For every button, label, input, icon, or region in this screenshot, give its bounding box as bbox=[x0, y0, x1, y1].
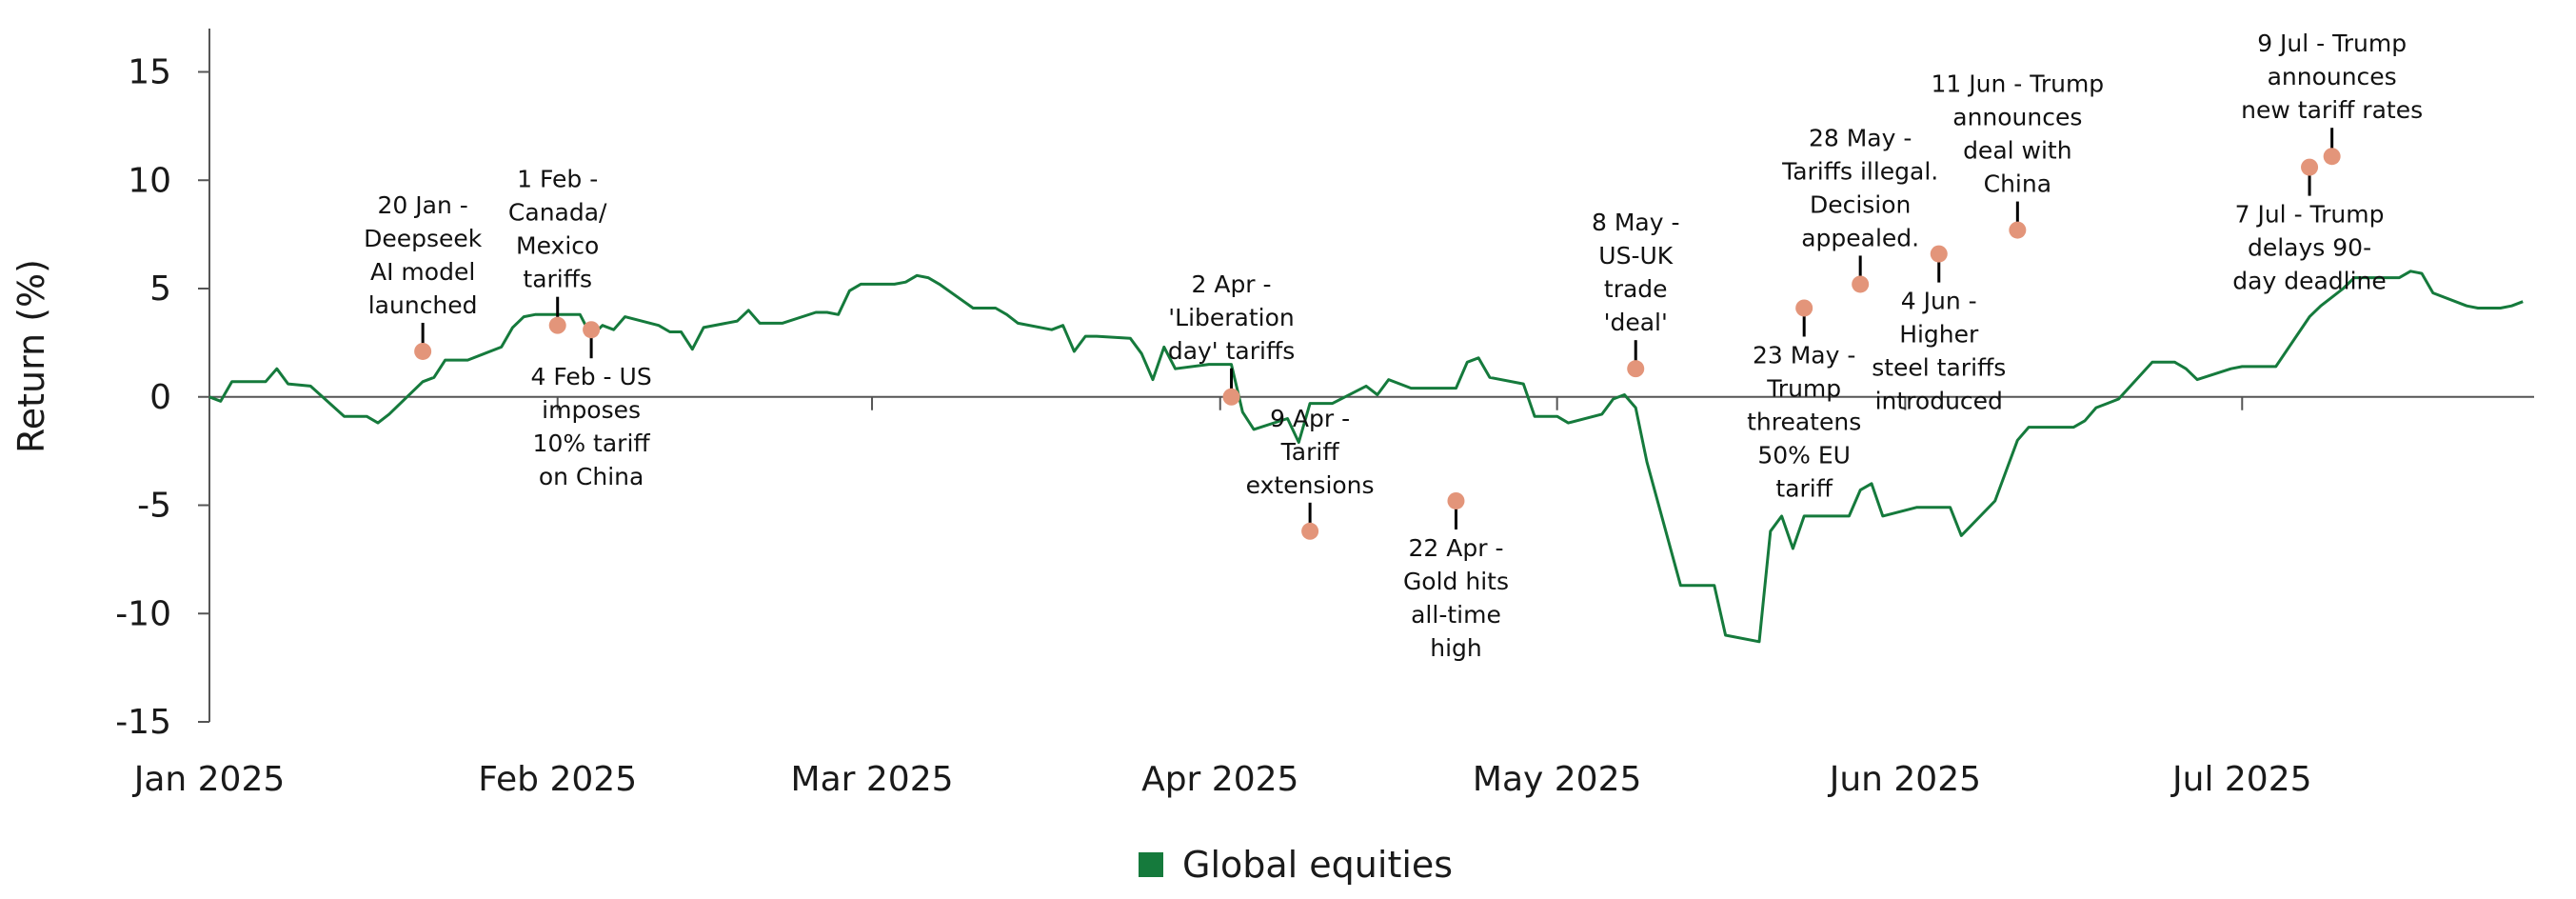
x-tick-label: Jun 2025 bbox=[1828, 760, 1981, 799]
annotation-text: 50% EU bbox=[1757, 441, 1851, 469]
legend-swatch bbox=[1139, 852, 1163, 877]
annotation: 8 May - US-UK trade 'deal' bbox=[1592, 209, 1680, 378]
annotation-text: extensions bbox=[1246, 471, 1375, 499]
annotation-text: threatens bbox=[1747, 408, 1861, 435]
annotation-text: 22 Apr - bbox=[1408, 534, 1503, 562]
annotation-marker bbox=[1222, 388, 1240, 406]
annotation-text: new tariff rates bbox=[2241, 96, 2423, 124]
annotation-text: appealed. bbox=[1801, 224, 1919, 251]
annotation-text: US-UK bbox=[1598, 242, 1673, 270]
y-tick-label: -15 bbox=[115, 703, 171, 742]
annotation-text: launched bbox=[368, 291, 478, 319]
annotation: 2 Apr - 'Liberation day' tariffs bbox=[1168, 270, 1295, 406]
annotation-text: tariff bbox=[1775, 474, 1833, 502]
annotation-marker bbox=[548, 316, 566, 334]
annotation-text: AI model bbox=[370, 258, 475, 286]
annotation: 9 Apr - Tariff extensions bbox=[1246, 405, 1375, 540]
y-tick-label: 5 bbox=[149, 270, 171, 309]
annotation-text: 8 May - bbox=[1592, 209, 1680, 236]
annotation-text: China bbox=[1984, 170, 2051, 198]
annotation-text: 9 Apr - bbox=[1270, 405, 1350, 432]
annotation: 22 Apr - Gold hits all-time high bbox=[1403, 491, 1509, 662]
annotation-marker bbox=[414, 342, 432, 360]
annotation-marker bbox=[1447, 491, 1465, 509]
annotation-marker bbox=[1627, 360, 1645, 378]
annotation-text: on China bbox=[539, 463, 644, 490]
annotation-text: 4 Feb - US bbox=[530, 363, 651, 390]
annotation-marker bbox=[1301, 522, 1319, 540]
series-line-global-equities bbox=[208, 270, 2524, 644]
annotation-text: 'Liberation bbox=[1168, 304, 1294, 331]
annotation-text: 2 Apr - bbox=[1191, 270, 1271, 298]
legend-label: Global equities bbox=[1182, 844, 1453, 886]
annotation-text: trade bbox=[1604, 275, 1668, 303]
annotation-text: Deepseek bbox=[364, 225, 483, 252]
annotation: 9 Jul - Trump announces new tariff rates bbox=[2241, 30, 2423, 166]
annotation: 23 May - Trump threatens 50% EU tariff bbox=[1747, 299, 1861, 502]
annotation-text: Gold hits bbox=[1403, 568, 1509, 595]
annotation-text: Tariff bbox=[1280, 438, 1340, 466]
annotation-text: 1 Feb - bbox=[517, 166, 598, 193]
annotation-text: day deadline bbox=[2232, 268, 2387, 295]
annotation-text: steel tariffs bbox=[1872, 354, 2006, 382]
annotation-text: 4 Jun - bbox=[1901, 288, 1977, 315]
x-tick-label: Jan 2025 bbox=[132, 760, 286, 799]
annotation-marker bbox=[2009, 221, 2027, 239]
annotation-text: 11 Jun - Trump bbox=[1931, 70, 2104, 98]
y-tick-label: 0 bbox=[149, 378, 171, 417]
annotation-text: delays 90- bbox=[2248, 234, 2371, 262]
annotation: 20 Jan - Deepseek AI model launched bbox=[364, 191, 483, 360]
y-axis-title: Return (%) bbox=[10, 259, 52, 453]
x-axis: Jan 2025 Feb 2025 Mar 2025 Apr 2025 May 2025… bbox=[132, 395, 2534, 799]
annotation-text: Trump bbox=[1766, 374, 1841, 402]
annotation: 7 Jul - Trump delays 90- day deadline bbox=[2232, 158, 2387, 295]
y-tick-label: -10 bbox=[115, 594, 171, 633]
legend: Global equities bbox=[1139, 844, 1453, 886]
annotation-text: 10% tariff bbox=[533, 430, 651, 457]
annotation-text: 28 May - bbox=[1809, 124, 1912, 151]
annotation-text: Tariffs illegal. bbox=[1781, 157, 1938, 185]
annotation-text: day' tariffs bbox=[1168, 337, 1295, 365]
x-tick-label: Mar 2025 bbox=[791, 760, 954, 799]
annotation-text: 7 Jul - Trump bbox=[2235, 201, 2385, 229]
y-axis: 15 10 5 0 -5 -10 -15 bbox=[115, 29, 210, 742]
y-tick-label: 10 bbox=[128, 161, 171, 200]
x-tick-label: Jul 2025 bbox=[2170, 760, 2312, 799]
annotation-marker bbox=[1930, 245, 1948, 263]
annotation-text: imposes bbox=[542, 396, 641, 424]
annotation: 28 May - Tariffs illegal. Decision appealed… bbox=[1781, 124, 1938, 293]
annotation: 1 Feb - Canada/Mexico tariffs bbox=[508, 166, 607, 334]
y-tick-label: 15 bbox=[128, 53, 171, 92]
annotation: 11 Jun - Trump announces deal with China bbox=[1931, 70, 2104, 239]
annotation-text: introduced bbox=[1875, 388, 2003, 415]
annotation-marker bbox=[2301, 158, 2319, 176]
annotation-text: high bbox=[1430, 634, 1482, 662]
x-tick-label: May 2025 bbox=[1473, 760, 1642, 799]
annotation-text: Canada/ bbox=[508, 199, 607, 227]
annotation-marker bbox=[1852, 275, 1870, 293]
annotation-text: 'deal' bbox=[1604, 309, 1668, 336]
annotation-text: Higher bbox=[1899, 321, 1979, 349]
annotation-text: 20 Jan - bbox=[378, 191, 468, 219]
annotations: 20 Jan - Deepseek AI model launched 1 Feb - C… bbox=[364, 30, 2423, 662]
x-tick-label: Apr 2025 bbox=[1141, 760, 1298, 799]
annotation-text: all-time bbox=[1411, 601, 1501, 629]
annotation: 4 Feb - US imposes 10% tariff on China bbox=[530, 321, 652, 490]
annotation-text: tariffs bbox=[523, 266, 592, 293]
annotation-text: Mexico bbox=[516, 232, 599, 260]
annotation-text: announces bbox=[1952, 104, 2082, 131]
annotation: 4 Jun - Higher steel tariffs introduced bbox=[1872, 245, 2006, 415]
annotation-text: 23 May - bbox=[1753, 341, 1855, 369]
annotation-text: 9 Jul - Trump bbox=[2257, 30, 2407, 57]
annotation-text: Decision bbox=[1810, 190, 1911, 218]
x-tick-label: Feb 2025 bbox=[478, 760, 637, 799]
annotation-marker bbox=[1795, 299, 1813, 317]
annotation-text: deal with bbox=[1963, 137, 2072, 165]
annotation-marker bbox=[583, 321, 601, 339]
y-tick-label: -5 bbox=[137, 487, 171, 526]
annotation-marker bbox=[2323, 148, 2341, 166]
annotation-text: announces bbox=[2268, 63, 2397, 90]
